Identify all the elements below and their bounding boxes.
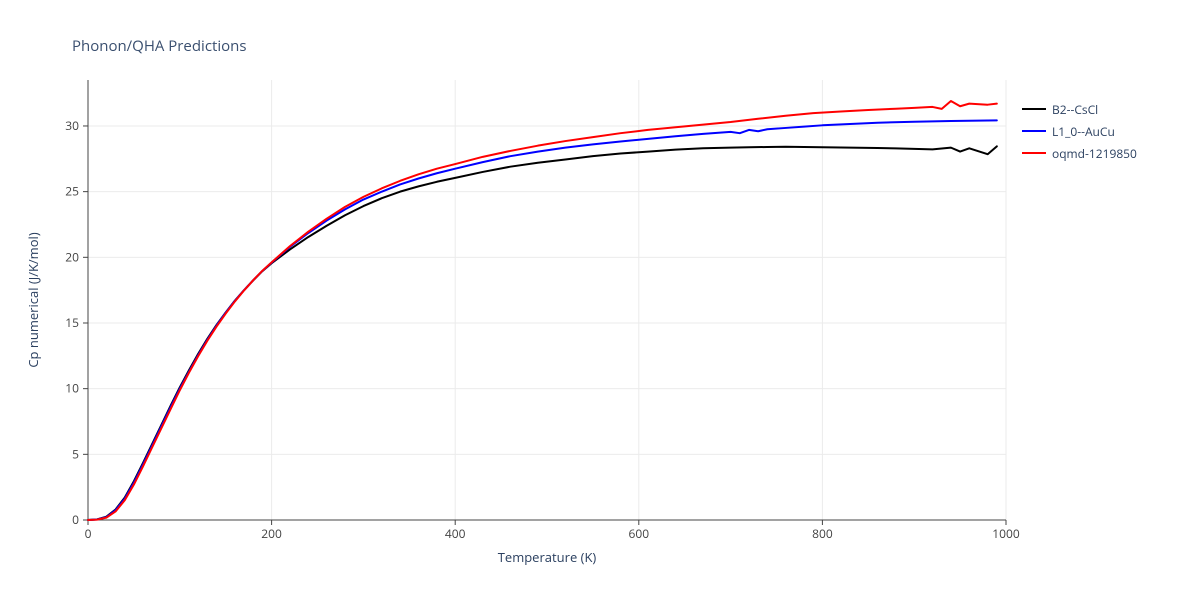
y-axis-label: Cp numerical (J/K/mol): [24, 232, 42, 367]
series-line: [88, 101, 997, 520]
y-tick-label: 20: [65, 248, 79, 265]
series-line: [88, 120, 997, 520]
y-tick-label: 15: [65, 314, 79, 331]
chart-plot-area: 0 200 400 600 800 1000 0 5 10 15 20 25 30 Temperature…: [0, 0, 1200, 600]
x-tick-label: 1000: [992, 525, 1020, 542]
x-axis-label: Temperature (K): [498, 548, 597, 566]
series-line: [88, 146, 997, 520]
legend-swatch: [1022, 130, 1046, 132]
x-tick-label: 200: [261, 525, 282, 542]
legend-swatch: [1022, 108, 1046, 110]
y-tick-label: 5: [72, 445, 79, 462]
y-tick-label: 25: [65, 183, 79, 200]
legend-label: B2--CsCl: [1052, 101, 1098, 118]
y-tick-label: 0: [72, 511, 79, 528]
x-tick-label: 800: [812, 525, 833, 542]
legend-item[interactable]: oqmd-1219850: [1022, 144, 1137, 162]
legend-label: oqmd-1219850: [1052, 145, 1137, 162]
legend-label: L1_0--AuCu: [1052, 123, 1115, 140]
x-tick-label: 600: [629, 525, 650, 542]
y-tick-label: 10: [65, 380, 79, 397]
x-tick-label: 0: [85, 525, 92, 542]
legend-swatch: [1022, 152, 1046, 154]
legend-item[interactable]: L1_0--AuCu: [1022, 122, 1137, 140]
x-tick-label: 400: [445, 525, 466, 542]
legend: B2--CsCl L1_0--AuCu oqmd-1219850: [1022, 100, 1137, 166]
y-tick-label: 30: [65, 117, 79, 134]
legend-item[interactable]: B2--CsCl: [1022, 100, 1137, 118]
